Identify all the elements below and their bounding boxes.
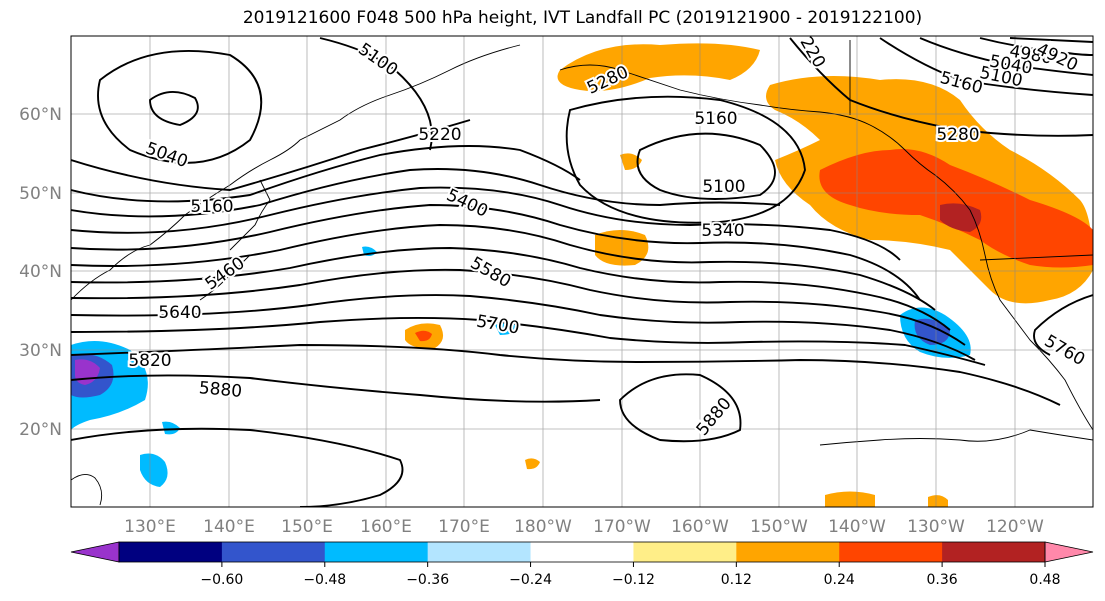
colorbar-segment bbox=[427, 542, 532, 562]
map-border bbox=[70, 35, 1094, 508]
colorbar-segment bbox=[942, 542, 1046, 562]
colorbar-ticks: −0.60 −0.48 −0.36 −0.24 −0.12 0.12 0.24 0.36 0.4… bbox=[200, 562, 1061, 588]
colorbar: −0.60 −0.48 −0.36 −0.24 −0.12 0.12 0.24 0.36 0.4… bbox=[70, 541, 1094, 588]
lon-label: 130°E bbox=[124, 517, 176, 537]
lat-label: 30°N bbox=[19, 341, 62, 361]
height-contours bbox=[71, 37, 1093, 507]
colorbar-tick-label: −0.12 bbox=[612, 572, 655, 588]
contour-label: 5160 bbox=[190, 197, 233, 217]
colorbar-extend-max bbox=[1044, 541, 1094, 563]
lon-label: 150°W bbox=[750, 517, 808, 537]
longitude-labels: 130°E 140°E 150°E 160°E 170°E 180°W 170°… bbox=[124, 517, 1044, 537]
colorbar-tick-label: 0.36 bbox=[927, 572, 958, 588]
colorbar-outline bbox=[118, 541, 1046, 563]
colorbar-tick-label: 0.24 bbox=[824, 572, 855, 588]
lon-label: 140°W bbox=[828, 517, 886, 537]
colorbar-segments bbox=[70, 541, 1094, 563]
lat-label: 20°N bbox=[19, 420, 62, 440]
lon-label: 160°W bbox=[671, 517, 729, 537]
colorbar-segment bbox=[736, 542, 840, 562]
lon-label: 170°E bbox=[438, 517, 490, 537]
latitude-labels: 60°N 50°N 40°N 30°N 20°N bbox=[19, 105, 62, 440]
colorbar-tick-label: −0.60 bbox=[200, 572, 243, 588]
colorbar-extend-min bbox=[70, 541, 120, 563]
colorbar-segment bbox=[324, 542, 429, 562]
lat-label: 40°N bbox=[19, 262, 62, 282]
contour-label: 5820 bbox=[128, 351, 171, 371]
lon-label: 130°W bbox=[907, 517, 965, 537]
colorbar-segment bbox=[530, 542, 634, 562]
lon-label: 180°W bbox=[514, 517, 572, 537]
lon-label: 170°W bbox=[593, 517, 651, 537]
lat-label: 50°N bbox=[19, 184, 62, 204]
contour-label: 5340 bbox=[701, 221, 744, 241]
lon-label: 120°W bbox=[986, 517, 1044, 537]
contour-label: 5100 bbox=[702, 177, 745, 197]
colorbar-segment bbox=[633, 542, 737, 562]
colorbar-segment bbox=[119, 542, 223, 562]
contour-label: 5220 bbox=[418, 125, 461, 145]
colorbar-tick-label: −0.36 bbox=[406, 572, 449, 588]
lon-label: 150°E bbox=[281, 517, 333, 537]
colorbar-segment bbox=[839, 542, 943, 562]
contour-label: 5880 bbox=[198, 378, 243, 402]
lon-label: 140°E bbox=[203, 517, 255, 537]
colorbar-tick-label: −0.48 bbox=[303, 572, 346, 588]
contour-label: 5640 bbox=[158, 303, 201, 323]
contour-label: 5280 bbox=[936, 125, 979, 145]
lat-label: 60°N bbox=[19, 105, 62, 125]
colorbar-tick-label: 0.12 bbox=[721, 572, 752, 588]
colorbar-segment bbox=[221, 542, 326, 562]
colorbar-tick-label: −0.24 bbox=[509, 572, 552, 588]
contour-label: 5160 bbox=[694, 109, 737, 129]
graticule bbox=[71, 36, 1093, 507]
colorbar-tick-label: 0.48 bbox=[1029, 572, 1060, 588]
map-title: 2019121600 F048 500 hPa height, IVT Land… bbox=[242, 8, 923, 28]
ivt-positive-shading bbox=[405, 43, 1093, 507]
lon-label: 160°E bbox=[360, 517, 412, 537]
